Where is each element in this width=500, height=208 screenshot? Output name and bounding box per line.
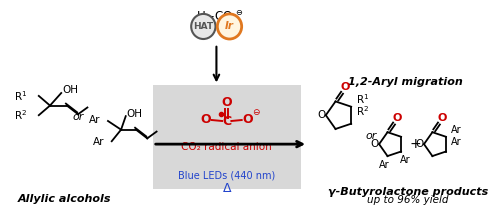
Text: H$-$CO$_2^{\,\ominus}$: H$-$CO$_2^{\,\ominus}$ xyxy=(196,8,243,26)
Text: or: or xyxy=(72,112,84,122)
Bar xyxy=(153,85,300,189)
Text: O: O xyxy=(242,113,252,126)
Text: γ-Butyrolactone products: γ-Butyrolactone products xyxy=(328,187,488,197)
Circle shape xyxy=(218,14,242,39)
Text: $\ominus$: $\ominus$ xyxy=(252,107,261,117)
Text: HAT: HAT xyxy=(194,22,214,31)
Text: or: or xyxy=(365,131,376,141)
Text: O: O xyxy=(222,96,232,109)
Text: Allylic alcohols: Allylic alcohols xyxy=(18,194,112,204)
Text: O: O xyxy=(201,113,211,126)
Text: O: O xyxy=(370,139,378,149)
Text: O: O xyxy=(415,139,424,149)
Text: up to 96% yield: up to 96% yield xyxy=(368,195,449,205)
Text: O: O xyxy=(392,113,402,123)
Text: R$^1$: R$^1$ xyxy=(356,92,369,106)
Text: Ir: Ir xyxy=(225,21,234,31)
Text: R$^2$: R$^2$ xyxy=(14,108,28,122)
Text: O: O xyxy=(340,82,349,92)
Text: Ar: Ar xyxy=(450,137,462,147)
Circle shape xyxy=(191,14,216,39)
Text: +: + xyxy=(410,137,422,151)
Text: C: C xyxy=(222,115,232,129)
Text: Ar: Ar xyxy=(378,160,389,170)
Text: Ar: Ar xyxy=(89,115,101,125)
Text: Δ: Δ xyxy=(222,182,231,195)
Text: Ar: Ar xyxy=(450,125,462,135)
Text: R$^2$: R$^2$ xyxy=(356,105,369,118)
Text: O: O xyxy=(437,113,446,123)
Text: O: O xyxy=(317,110,326,120)
Text: OH: OH xyxy=(126,109,142,119)
Text: Ar: Ar xyxy=(400,155,410,165)
Text: Blue LEDs (440 nm): Blue LEDs (440 nm) xyxy=(178,170,276,180)
Text: OH: OH xyxy=(62,85,78,95)
Text: Ar: Ar xyxy=(92,137,104,147)
Text: CO₂ radical anion: CO₂ radical anion xyxy=(182,142,272,152)
Text: R$^1$: R$^1$ xyxy=(14,89,28,103)
Text: 1,2-Aryl migration: 1,2-Aryl migration xyxy=(348,77,463,87)
